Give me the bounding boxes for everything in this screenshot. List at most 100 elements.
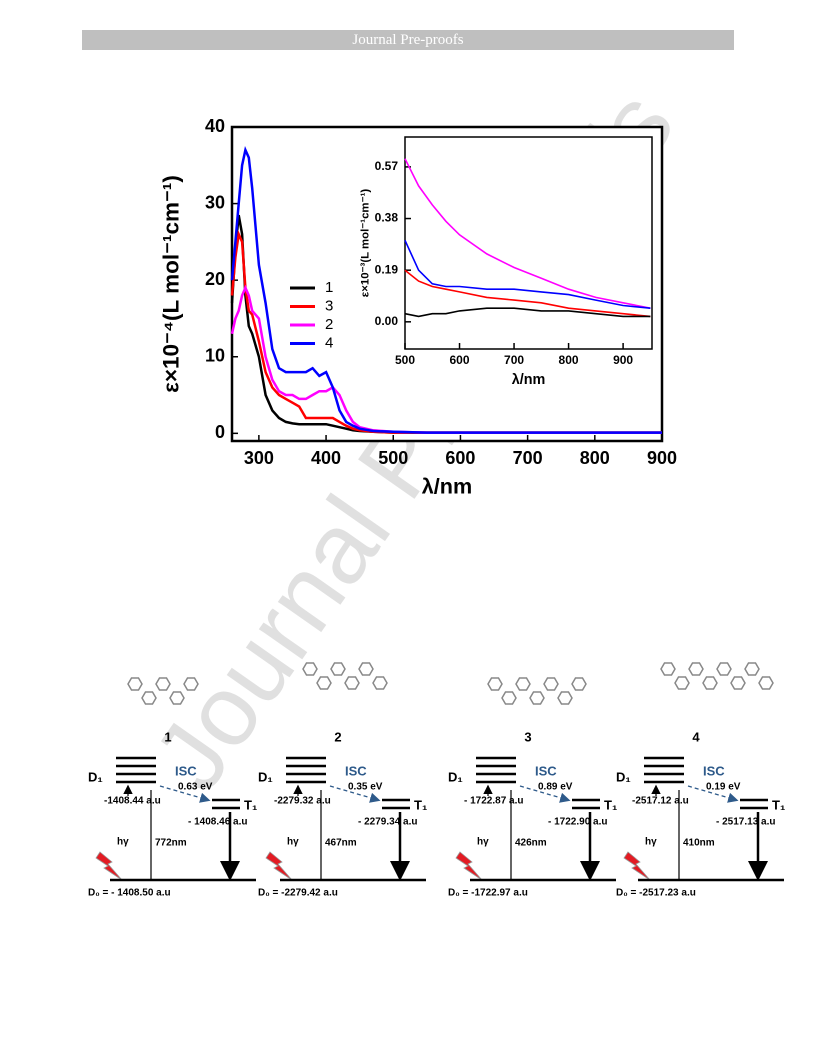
compound-label: 3 (524, 729, 531, 744)
compound-label: 1 (164, 729, 171, 744)
t1-label: T₁ (604, 797, 617, 812)
molecule-ring (515, 677, 531, 691)
molecule-ring (501, 691, 517, 705)
d1-label: D₁ (616, 769, 631, 784)
t1-energy: - 2279.34 a.u (358, 817, 417, 828)
molecule-ring (302, 662, 318, 676)
x-tick-label: 600 (450, 353, 470, 367)
isc-label: ISC (175, 763, 197, 778)
molecule-ring (344, 676, 360, 690)
compound-label: 2 (334, 729, 341, 744)
molecule-ring (529, 691, 545, 705)
x-tick-label: 500 (378, 448, 408, 468)
molecule-ring (758, 676, 774, 690)
d0-label: D₀ = -1722.97 a.u (448, 888, 528, 899)
molecule-ring (372, 676, 388, 690)
x-tick-label: 700 (504, 353, 524, 367)
energy-diagram: 4 D₁ ISC 0.19 eV -2517.12 a.u T₁ - 2517.13 a.u… (616, 662, 785, 899)
x-tick-label: 600 (445, 448, 475, 468)
isc-arrow (159, 785, 211, 803)
molecule-ring (557, 691, 573, 705)
hv-label: hγ (477, 837, 489, 848)
energy-diagram: 2 D₁ ISC 0.35 eV -2279.32 a.u T₁ - 2279.34 a.u… (258, 662, 427, 899)
y-tick-label: 40 (205, 116, 225, 136)
d1-energy: -2279.32 a.u (274, 796, 331, 807)
x-tick-label: 800 (559, 353, 579, 367)
t1-energy: - 1408.46 a.u (188, 817, 247, 828)
molecule-ring (141, 691, 157, 705)
compound-label: 4 (692, 729, 700, 744)
molecule-ring (183, 677, 199, 691)
data-line (404, 307, 651, 318)
y-tick-label: 30 (205, 192, 225, 212)
lightning-icon (623, 851, 651, 881)
d0-label: D₀ = -2517.23 a.u (616, 888, 696, 899)
x-tick-label: 300 (244, 448, 274, 468)
x-tick-label: 800 (580, 448, 610, 468)
wavelength: 410nm (683, 838, 715, 849)
data-line (404, 239, 651, 309)
d1-label: D₁ (258, 769, 273, 784)
x-tick-label: 900 (647, 448, 677, 468)
isc-gap: 0.89 eV (538, 782, 573, 793)
energy-diagram: 1 D₁ ISC 0.63 eV -1408.44 a.u T₁ - 1408.46 a.u… (88, 677, 257, 899)
isc-gap: 0.19 eV (706, 782, 741, 793)
isc-label: ISC (703, 763, 725, 778)
x-tick-label: 400 (311, 448, 341, 468)
plot-frame (404, 136, 653, 350)
molecule-ring (716, 662, 732, 676)
legend-label: 1 (325, 279, 333, 296)
molecule-ring (730, 676, 746, 690)
d1-label: D₁ (448, 769, 463, 784)
x-tick-label: 900 (613, 353, 633, 367)
wavelength: 426nm (515, 838, 547, 849)
t1-label: T₁ (414, 797, 427, 812)
y-axis-label: ε×10⁻⁴(L mol⁻¹cm⁻¹) (159, 175, 184, 393)
molecule-ring (487, 677, 503, 691)
hv-label: hγ (117, 837, 129, 848)
molecule-ring (358, 662, 374, 676)
wavelength: 772nm (155, 838, 187, 849)
y-tick-label: 0 (215, 422, 225, 442)
legend-label: 3 (325, 297, 333, 314)
legend-label: 4 (325, 334, 333, 351)
lightning-icon (95, 851, 123, 881)
y-axis-label: ε×10⁻³(L mol⁻¹cm⁻¹) (359, 189, 371, 298)
isc-arrow (687, 785, 739, 803)
d1-energy: -2517.12 a.u (632, 796, 689, 807)
molecule-ring (571, 677, 587, 691)
d1-label: D₁ (88, 769, 103, 784)
y-tick-label: 0.57 (375, 159, 399, 173)
molecule-ring (744, 662, 760, 676)
legend-label: 2 (325, 316, 333, 333)
isc-label: ISC (535, 763, 557, 778)
hv-label: hγ (645, 837, 657, 848)
isc-arrow (329, 785, 381, 803)
x-tick-label: 700 (513, 448, 543, 468)
y-tick-label: 0.38 (375, 211, 399, 225)
header: Journal Pre-proofs (82, 30, 734, 50)
molecule-ring (688, 662, 704, 676)
d0-label: D₀ = -2279.42 a.u (258, 888, 338, 899)
data-line (230, 146, 662, 434)
isc-label: ISC (345, 763, 367, 778)
d0-label: D₀ = - 1408.50 a.u (88, 888, 171, 899)
y-tick-label: 0.19 (375, 262, 399, 276)
molecule-ring (543, 677, 559, 691)
molecule-ring (660, 662, 676, 676)
molecule-ring (674, 676, 690, 690)
d1-energy: - 1722.87 a.u (464, 796, 523, 807)
lightning-icon (265, 851, 293, 881)
t1-label: T₁ (244, 797, 257, 812)
molecule-ring (316, 676, 332, 690)
isc-gap: 0.35 eV (348, 782, 383, 793)
hv-label: hγ (287, 837, 299, 848)
t1-energy: - 2517.13 a.u (716, 817, 775, 828)
d1-energy: -1408.44 a.u (104, 796, 161, 807)
energy-diagram: 3 D₁ ISC 0.89 eV - 1722.87 a.u T₁ - 1722.90 a.… (448, 677, 617, 899)
t1-energy: - 1722.90 a.u (548, 817, 607, 828)
data-line (404, 269, 651, 318)
molecule-ring (702, 676, 718, 690)
